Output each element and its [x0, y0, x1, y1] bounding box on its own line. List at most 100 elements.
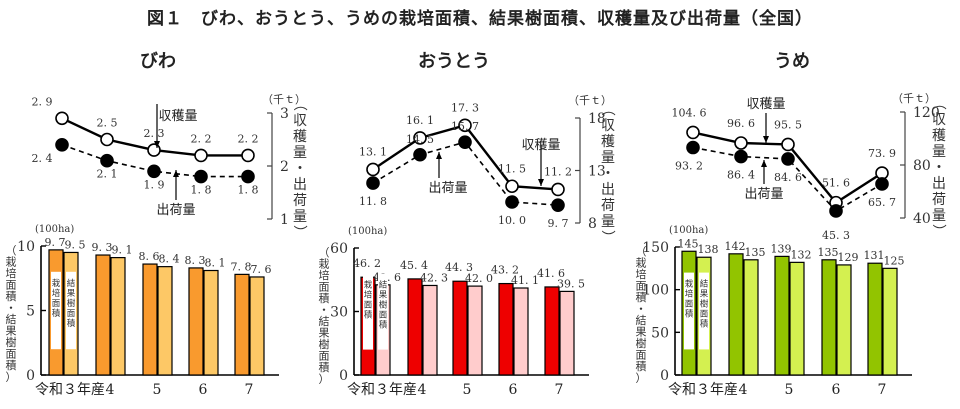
svg-text:129: 129 [838, 251, 859, 264]
shipment-point [413, 147, 427, 162]
svg-text:量: 量 [293, 145, 307, 161]
svg-text:収: 収 [293, 113, 307, 129]
svg-text:120: 120 [913, 105, 940, 121]
svg-text:出: 出 [293, 177, 307, 193]
svg-text:栽: 栽 [319, 258, 330, 271]
svg-text:2. 2: 2. 2 [238, 132, 259, 145]
svg-text:面: 面 [700, 310, 709, 320]
svg-text:(100ha): (100ha) [669, 225, 708, 236]
category-label: 6 [509, 382, 518, 398]
svg-text:7. 6: 7. 6 [251, 263, 272, 276]
shipment-point [366, 176, 380, 190]
planted-area-bar [867, 262, 883, 376]
svg-text:培: 培 [52, 288, 61, 299]
svg-text:穫: 穫 [293, 129, 307, 145]
svg-text:結: 結 [636, 313, 647, 327]
svg-text:（: （ [599, 102, 615, 116]
svg-text:96. 6: 96. 6 [727, 117, 755, 130]
svg-text:量: 量 [601, 150, 615, 166]
svg-text:13: 13 [588, 164, 606, 180]
svg-text:収穫量: 収穫量 [746, 97, 785, 112]
harvest-point [413, 131, 427, 145]
svg-text:139: 139 [771, 242, 792, 255]
planted-area-bar [452, 280, 468, 376]
svg-text:5: 5 [26, 304, 35, 320]
svg-text:10: 10 [17, 239, 35, 255]
harvest-point [366, 162, 380, 177]
svg-text:面: 面 [636, 349, 647, 362]
legend-box [378, 273, 388, 350]
svg-text:142: 142 [725, 240, 746, 253]
svg-text:収穫量: 収穫量 [521, 138, 560, 153]
svg-text:量: 量 [932, 144, 946, 160]
svg-text:（千ｔ）: （千ｔ） [568, 94, 612, 107]
category-label: 4 [739, 382, 748, 398]
figure-title: 図１ びわ、おうとう、うめの栽培面積、結果樹面積、収穫量及び出荷量（全国） [147, 9, 813, 29]
svg-text:40: 40 [913, 211, 931, 227]
svg-text:86. 4: 86. 4 [727, 169, 755, 182]
planted-area-bar [95, 254, 111, 376]
svg-text:11. 2: 11. 2 [544, 165, 572, 178]
shipment-point [551, 198, 565, 212]
svg-text:結: 結 [379, 279, 388, 290]
harvest-point [551, 182, 565, 197]
svg-text:培: 培 [364, 289, 373, 300]
bearing-area-bar [559, 290, 575, 376]
svg-text:135: 135 [745, 246, 766, 259]
svg-text:樹: 樹 [379, 299, 388, 310]
harvest-point [734, 136, 748, 150]
svg-text:面: 面 [52, 299, 61, 309]
legend-box [363, 273, 373, 350]
svg-text:積: 積 [700, 319, 709, 330]
svg-text:138: 138 [698, 243, 719, 256]
category-label: 令和３年産 [668, 382, 738, 398]
svg-text:8. 6: 8. 6 [139, 250, 160, 263]
svg-text:穫: 穫 [932, 128, 946, 144]
svg-text:果: 果 [700, 290, 709, 300]
svg-text:(100ha): (100ha) [348, 226, 387, 237]
svg-text:(100ha): (100ha) [35, 224, 74, 235]
svg-text:41. 6: 41. 6 [537, 267, 565, 280]
svg-text:面: 面 [685, 300, 694, 310]
svg-text:9. 7: 9. 7 [45, 236, 66, 249]
planted-area-bar [407, 278, 423, 376]
svg-text:60: 60 [330, 241, 348, 257]
svg-text:栽: 栽 [685, 279, 694, 290]
svg-text:14. 5: 14. 5 [406, 133, 434, 146]
svg-text:（: （ [6, 244, 17, 257]
category-label: 7 [245, 382, 254, 398]
planted-area-bar [188, 267, 204, 376]
svg-text:（: （ [636, 245, 647, 258]
bearing-area-bar [157, 266, 173, 376]
category-label: 5 [153, 382, 162, 398]
svg-text:9. 5: 9. 5 [65, 238, 86, 251]
svg-text:樹: 樹 [700, 299, 709, 310]
svg-text:・: ・ [6, 302, 17, 315]
svg-text:51. 6: 51. 6 [822, 177, 850, 190]
harvest-point [100, 132, 114, 147]
bearing-area-bar [422, 284, 438, 376]
panel-title-biwa: びわ [140, 51, 176, 72]
svg-text:量: 量 [601, 214, 615, 230]
svg-text:41. 1: 41. 1 [511, 274, 539, 287]
svg-text:積: 積 [6, 358, 17, 372]
svg-text:0: 0 [26, 368, 35, 384]
svg-text:栽: 栽 [52, 278, 61, 289]
svg-text:積: 積 [636, 359, 647, 373]
svg-text:積: 積 [319, 291, 330, 305]
svg-text:面: 面 [636, 280, 647, 293]
svg-text:果: 果 [67, 289, 76, 299]
svg-text:8. 3: 8. 3 [185, 254, 206, 267]
svg-text:100: 100 [642, 283, 669, 299]
svg-text:）: ） [636, 372, 647, 385]
harvest-point [458, 118, 472, 133]
svg-text:栽: 栽 [364, 279, 373, 290]
svg-text:（: （ [319, 246, 330, 259]
shipment-point [55, 138, 69, 152]
svg-text:（千ｔ）: （千ｔ） [892, 92, 936, 105]
svg-text:結: 結 [6, 312, 17, 326]
shipment-point [505, 195, 519, 209]
bearing-area-bar [110, 257, 126, 376]
